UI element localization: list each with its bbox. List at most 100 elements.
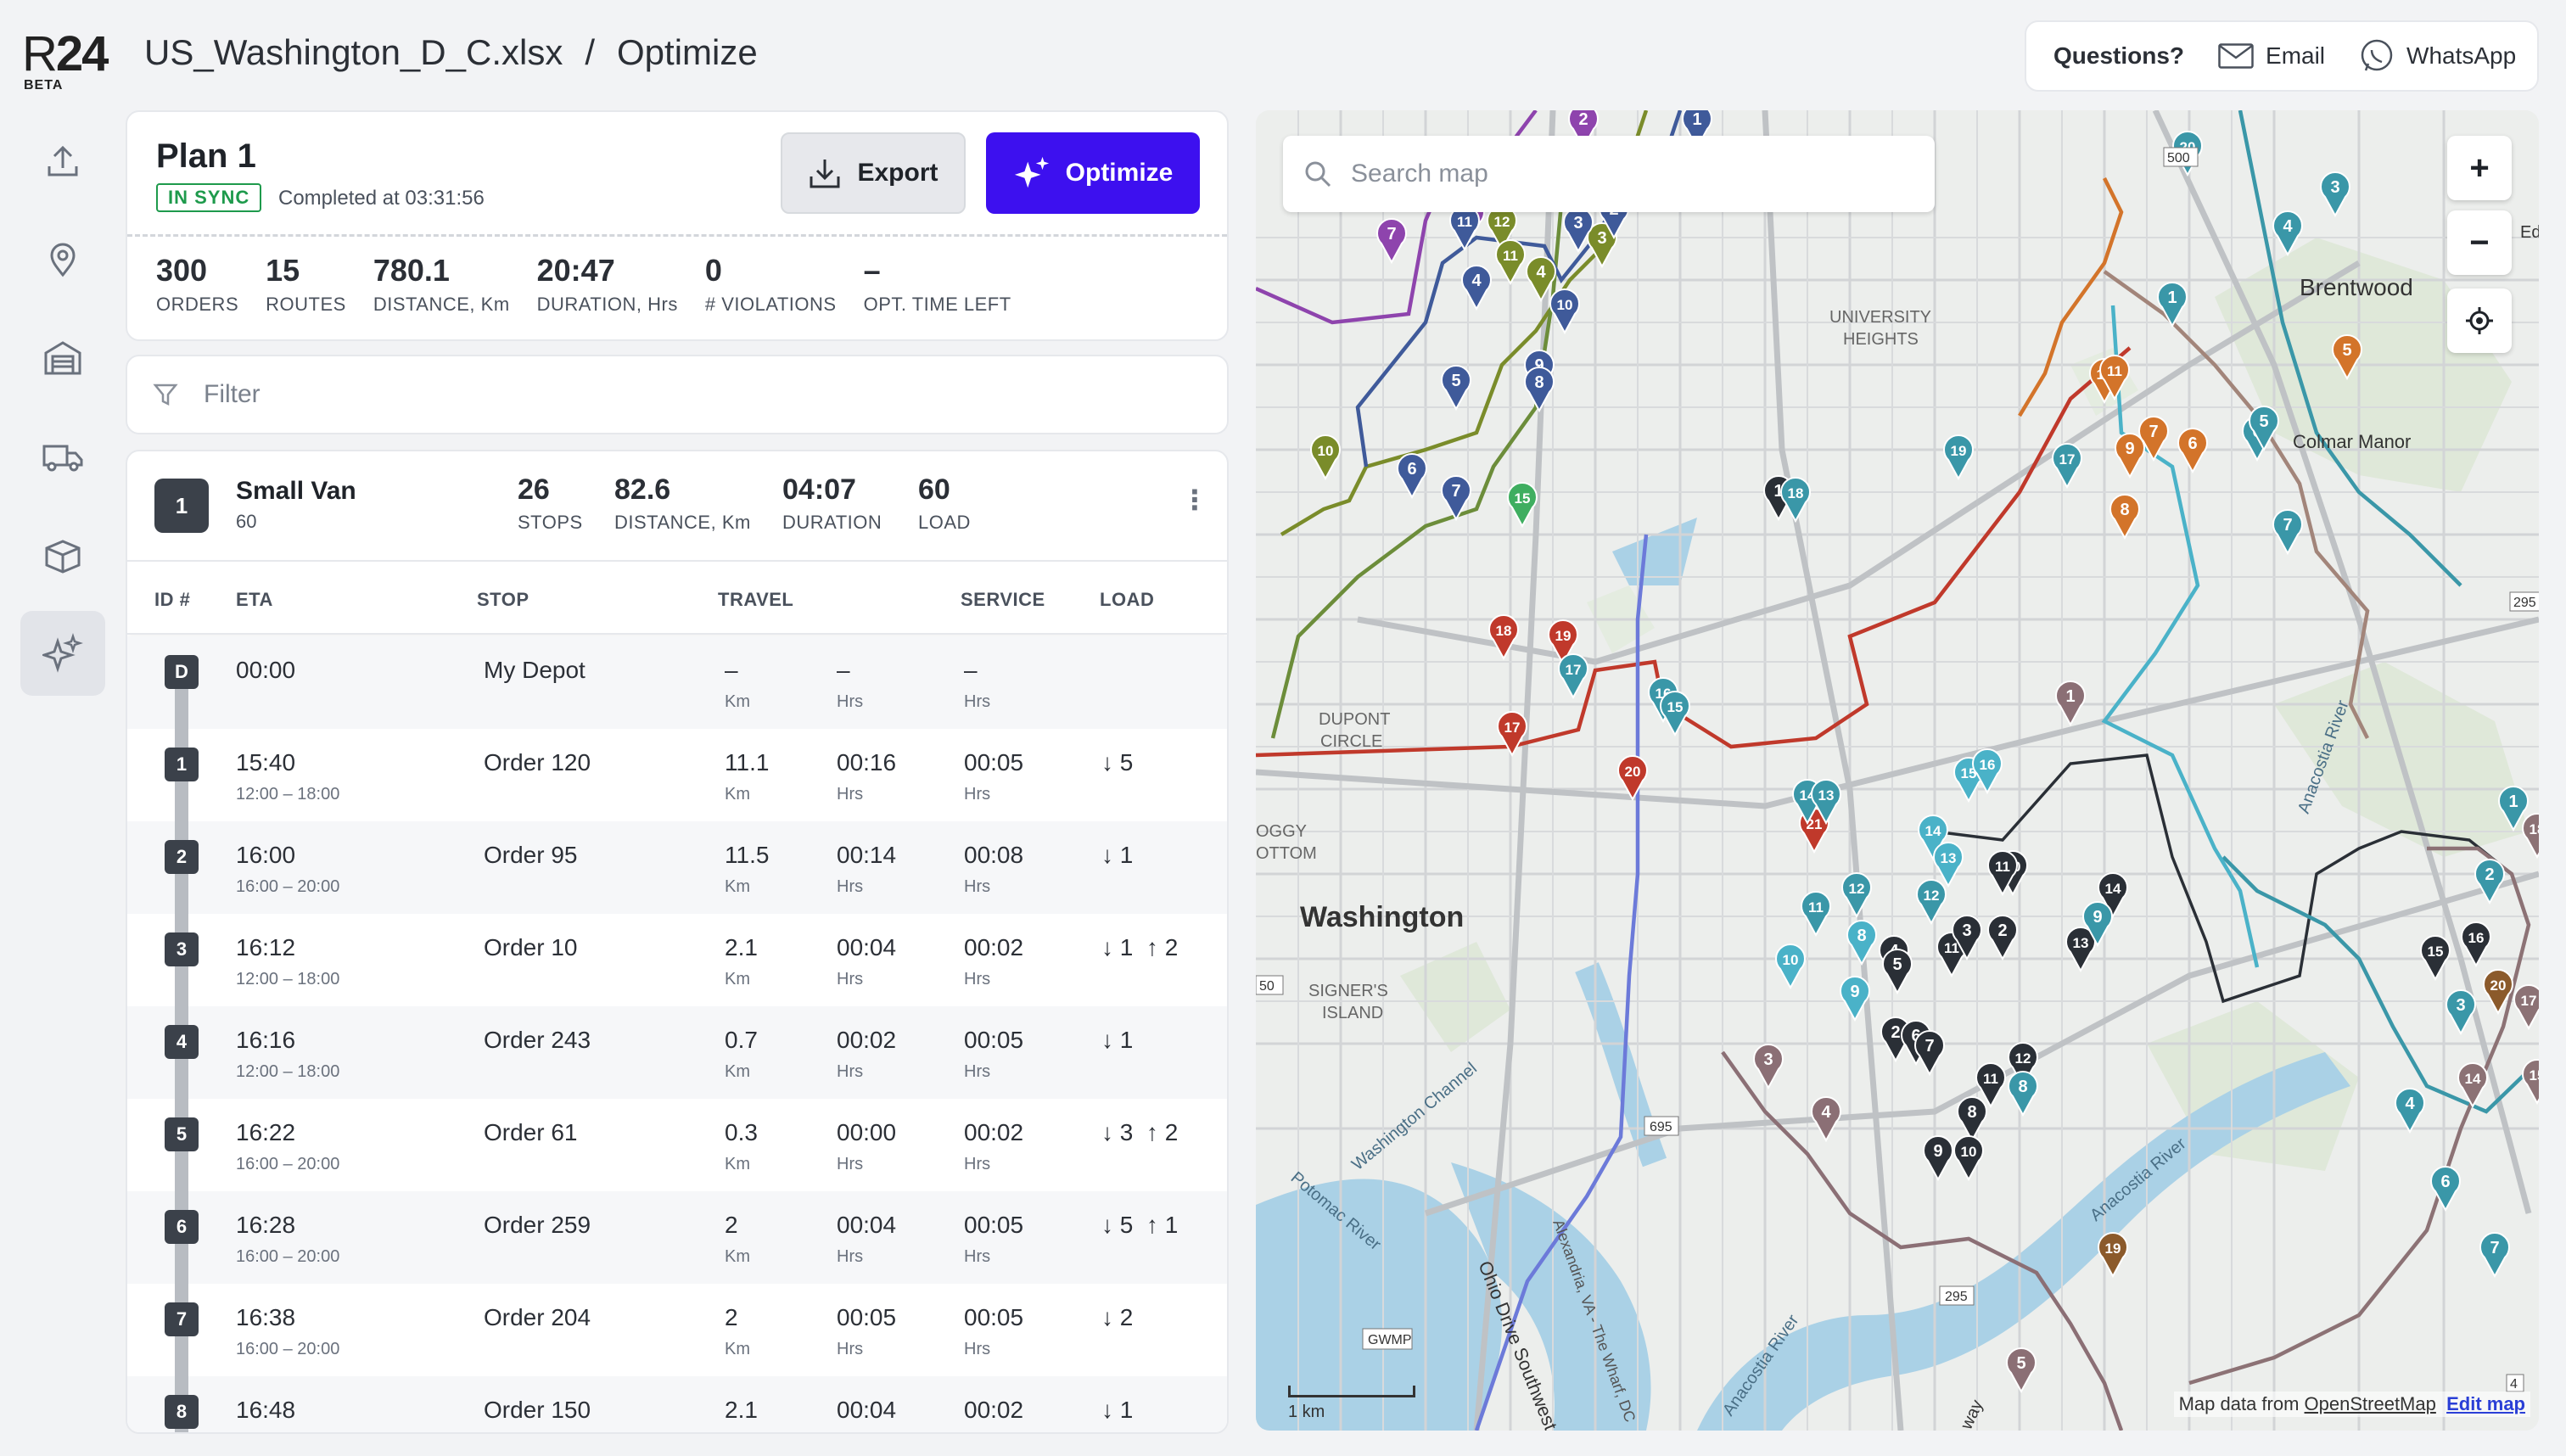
map-pin[interactable]: 11 bbox=[1975, 1061, 2006, 1109]
map-pin[interactable]: 4 bbox=[1461, 264, 1492, 311]
map-pin[interactable]: 12 bbox=[2008, 1041, 2038, 1089]
stop-name[interactable]: Order 61 bbox=[484, 1119, 578, 1145]
table-row[interactable]: 6 16:28 16:00 – 20:00 Order 259 2 Km 00:04 Hrs 0… bbox=[127, 1191, 1227, 1284]
map-pin[interactable]: 8 bbox=[1957, 1095, 1987, 1143]
map-pin[interactable]: 16 bbox=[2461, 921, 2491, 968]
map-pin[interactable]: 19 bbox=[1943, 434, 1974, 481]
map-pin[interactable]: 2 bbox=[2474, 858, 2505, 905]
map-pin[interactable]: 11 bbox=[2099, 354, 2130, 401]
email-link[interactable]: Email bbox=[2218, 42, 2325, 70]
map-pin[interactable]: 9 bbox=[1840, 975, 1870, 1022]
map-pin[interactable]: 20 bbox=[1617, 754, 1648, 802]
map-pin[interactable]: 3 bbox=[1587, 221, 1617, 269]
stop-name[interactable]: Order 243 bbox=[484, 1027, 591, 1053]
map-pin[interactable]: 19 bbox=[2098, 1231, 2128, 1279]
locate-button[interactable] bbox=[2447, 288, 2512, 353]
more-options-icon[interactable]: ⋮ bbox=[1181, 484, 1208, 515]
map-pin[interactable]: 7 bbox=[1376, 217, 1407, 265]
map-pin[interactable]: 13 bbox=[1811, 778, 1841, 826]
table-row[interactable]: D 00:00 My Depot – Km – Hrs – Hrs bbox=[127, 636, 1227, 729]
route-pins[interactable]: 7621211431011435679108211518191720211716… bbox=[1310, 110, 2539, 1394]
map-pin[interactable]: 5 bbox=[1441, 364, 1471, 412]
map-pin[interactable]: 1 bbox=[1682, 110, 1712, 150]
stop-name[interactable]: Order 204 bbox=[484, 1304, 591, 1330]
map-pin[interactable]: 9 bbox=[2115, 432, 2145, 479]
table-row[interactable]: 5 16:22 16:00 – 20:00 Order 61 0.3 Km 00:00 Hrs… bbox=[127, 1099, 1227, 1191]
whatsapp-link[interactable]: WhatsApp bbox=[2359, 38, 2516, 74]
map-pin[interactable]: 4 bbox=[2272, 210, 2303, 257]
map-pin[interactable]: 17 bbox=[2513, 983, 2539, 1031]
map-pin[interactable]: 6 bbox=[2177, 427, 2208, 474]
map-pin[interactable]: 13 bbox=[1933, 841, 1964, 888]
breadcrumb-file[interactable]: US_Washington_D_C.xlsx bbox=[144, 32, 563, 72]
map-pin[interactable]: 1 bbox=[2498, 785, 2529, 832]
map-pin[interactable]: 7 bbox=[1914, 1029, 1945, 1077]
stop-name[interactable]: Order 259 bbox=[484, 1212, 591, 1238]
stop-name[interactable]: Order 120 bbox=[484, 749, 591, 776]
edit-map-link[interactable]: Edit map bbox=[2446, 1393, 2525, 1414]
map-pin[interactable]: 7 bbox=[2479, 1231, 2510, 1279]
map-pin[interactable]: 3 bbox=[1753, 1043, 1784, 1090]
filter-input[interactable]: Filter bbox=[126, 355, 1229, 434]
map-pin[interactable]: 20 bbox=[2483, 968, 2513, 1016]
map-pin[interactable]: 11 bbox=[1801, 890, 1831, 938]
map-pin[interactable]: 15 bbox=[2522, 1058, 2539, 1106]
route-map[interactable]: 7621211431011435679108211518191720211716… bbox=[1256, 110, 2539, 1431]
table-row[interactable]: 2 16:00 16:00 – 20:00 Order 95 11.5 Km 00:14 Hr… bbox=[127, 821, 1227, 914]
stop-name[interactable]: My Depot bbox=[484, 657, 585, 683]
table-row[interactable]: 3 16:12 12:00 – 18:00 Order 10 2.1 Km 00:04 Hrs… bbox=[127, 914, 1227, 1006]
map-pin[interactable]: 12 bbox=[1916, 878, 1947, 926]
map-pin[interactable]: 15 bbox=[1507, 481, 1538, 529]
vehicles-button[interactable] bbox=[20, 414, 105, 499]
map-pin[interactable]: 10 bbox=[1775, 943, 1806, 990]
table-row[interactable]: 1 15:40 12:00 – 18:00 Order 120 11.1 Km 00:16 H… bbox=[127, 729, 1227, 821]
map-pin[interactable]: 18 bbox=[1488, 613, 1519, 661]
map-pin[interactable]: 8 bbox=[2008, 1070, 2038, 1117]
map-pin[interactable]: 14 bbox=[1918, 814, 1948, 861]
map-pin[interactable]: 17 bbox=[1558, 652, 1588, 700]
map-pin[interactable]: 1 bbox=[2157, 281, 2188, 328]
optimize-button[interactable]: Optimize bbox=[986, 132, 1200, 214]
map-pin[interactable]: 14 bbox=[2098, 871, 2128, 919]
table-row[interactable]: 7 16:38 16:00 – 20:00 Order 204 2 Km 00:05 Hrs 0… bbox=[127, 1284, 1227, 1376]
map-pin[interactable]: 18 bbox=[1780, 476, 1811, 524]
map-pin[interactable]: 8 bbox=[2109, 493, 2140, 540]
map-pin[interactable]: 3 bbox=[2446, 988, 2476, 1036]
optimize-nav-button[interactable] bbox=[20, 611, 105, 696]
map-pin[interactable]: 16 bbox=[1972, 748, 2003, 795]
map-pin[interactable]: 5 bbox=[2006, 1347, 2037, 1394]
map-pin[interactable]: 12 bbox=[1841, 871, 1872, 919]
map-pin[interactable]: 5 bbox=[2249, 405, 2279, 452]
map-pin[interactable]: 4 bbox=[1811, 1095, 1841, 1143]
map-pin[interactable]: 5 bbox=[1882, 948, 1913, 995]
map-pin[interactable]: 9 bbox=[1923, 1134, 1953, 1182]
upload-button[interactable] bbox=[20, 119, 105, 204]
map-pin[interactable]: 10 bbox=[1953, 1134, 1984, 1182]
map-pin[interactable]: 4 bbox=[1526, 255, 1556, 303]
map-pin[interactable]: 17 bbox=[2052, 442, 2082, 490]
table-row[interactable]: 4 16:16 12:00 – 18:00 Order 243 0.7 Km 00:02 Hr… bbox=[127, 1006, 1227, 1099]
map-canvas[interactable]: 7621211431011435679108211518191720211716… bbox=[1256, 110, 2539, 1431]
map-pin[interactable]: 9 bbox=[2082, 900, 2113, 948]
map-pin[interactable]: 5 bbox=[2332, 333, 2362, 381]
route-header[interactable]: 1 Small Van 60 26 STOPS 82.6 DISTANCE, Km … bbox=[127, 451, 1227, 562]
map-pin[interactable]: 2 bbox=[1987, 914, 2018, 961]
map-pin[interactable]: 18 bbox=[2522, 812, 2539, 860]
map-pin[interactable]: 6 bbox=[1397, 452, 1427, 500]
map-pin[interactable]: 13 bbox=[2065, 926, 2096, 973]
map-pin[interactable]: 7 bbox=[1441, 474, 1471, 522]
depots-button[interactable] bbox=[20, 316, 105, 400]
map-pin[interactable]: 7 bbox=[2272, 508, 2303, 556]
zoom-in-button[interactable]: + bbox=[2447, 136, 2512, 200]
stop-name[interactable]: Order 95 bbox=[484, 842, 578, 868]
map-pin[interactable]: 3 bbox=[1952, 914, 1982, 961]
zoom-out-button[interactable]: − bbox=[2447, 210, 2512, 275]
map-pin[interactable]: 11 bbox=[1495, 238, 1526, 286]
map-pin[interactable]: 8 bbox=[1846, 919, 1877, 966]
map-pin[interactable]: 8 bbox=[1524, 366, 1555, 413]
osm-link[interactable]: OpenStreetMap bbox=[2304, 1393, 2436, 1414]
map-pin[interactable]: 15 bbox=[1660, 690, 1690, 737]
map-pin[interactable]: 10 bbox=[1549, 288, 1580, 335]
orders-button[interactable] bbox=[20, 512, 105, 597]
locations-button[interactable] bbox=[20, 217, 105, 302]
